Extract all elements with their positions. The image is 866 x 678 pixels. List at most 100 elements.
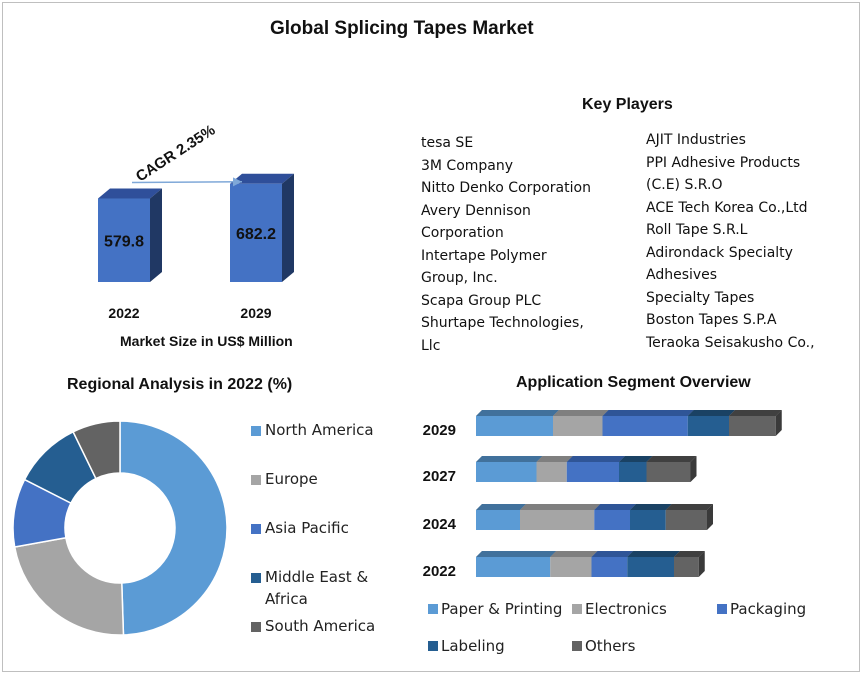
legend-swatch (428, 641, 438, 651)
key-players-title: Key Players (582, 96, 673, 113)
key-player-item: Llc (421, 337, 441, 354)
key-players-column-1: tesa SE 3M Company Nitto Denko Corporation… (421, 132, 591, 357)
key-player-item: Intertape Polymer (421, 247, 547, 264)
legend-swatch (251, 622, 261, 632)
segment-2024-1 (520, 510, 595, 530)
key-player-item: Shurtape Technologies, (421, 315, 584, 331)
segment-2022-0 (476, 557, 551, 577)
segment-top-2022 (674, 551, 705, 557)
segment-top-2024 (665, 504, 713, 510)
donut-slice-south-america (72, 420, 121, 480)
key-player-item: AJIT Industries (646, 132, 746, 148)
segment-top-2027 (619, 456, 653, 462)
bar-value-label-2029: 682.2 (236, 226, 276, 243)
segment-2027-2 (566, 462, 619, 482)
bar-top-2029 (230, 173, 294, 184)
legend-swatch (572, 604, 582, 614)
segment-2027-3 (619, 462, 647, 482)
bar-year-label-2022: 2022 (108, 305, 139, 321)
key-player-item: Specialty Tapes (646, 289, 755, 306)
key-player-item: Group, Inc. (421, 270, 498, 286)
segment-2024-2 (594, 510, 630, 530)
bar-year-label-2029: 2029 (240, 305, 271, 321)
bar-side-2022 (150, 188, 162, 282)
segment-2027-4 (646, 462, 691, 482)
legend-swatch (251, 524, 261, 534)
legend-swatch (251, 573, 261, 583)
key-players-column-2: AJIT Industries PPI Adhesive Products (C.E… (646, 129, 815, 354)
segment-top-2027 (566, 456, 625, 462)
segment-top-2024 (594, 504, 636, 510)
segment-top-2024 (520, 504, 601, 510)
legend-label: Labeling (441, 637, 505, 655)
key-player-item: PPI Adhesive Products (646, 154, 801, 171)
legend-label: Middle East & (265, 568, 369, 586)
category-label-2022: 2022 (423, 563, 456, 580)
segment-2022-4 (674, 557, 699, 577)
segment-2029-2 (602, 416, 688, 436)
bar-side-2027 (690, 456, 697, 482)
market-size-chart: 579.8 2022 682.2 2029 CAGR 2.35% (98, 122, 294, 321)
key-player-item: ACE Tech Korea Co.,Ltd (646, 199, 808, 216)
segment-top-2027 (476, 456, 543, 462)
legend-label: North America (265, 421, 374, 439)
key-player-item: Adirondack Specialty (646, 244, 793, 261)
regional-donut-chart (12, 420, 228, 636)
bar-side-2024 (707, 504, 713, 530)
segment-2024-3 (630, 510, 666, 530)
segment-top-2024 (630, 504, 672, 510)
legend-swatch (717, 604, 727, 614)
category-label-2024: 2024 (423, 516, 457, 533)
key-player-item: Avery Dennison (421, 202, 531, 219)
segment-2022-1 (550, 557, 592, 577)
cagr-label: CAGR 2.35% (133, 122, 218, 186)
bar-side-2029 (282, 173, 294, 282)
segment-top-2029 (729, 410, 782, 416)
key-player-item: Teraoka Seisakusho Co., (646, 334, 815, 351)
segment-top-2027 (646, 456, 697, 462)
segment-top-2029 (687, 410, 735, 416)
key-player-item: Boston Tapes S.P.A (646, 312, 777, 328)
donut-slice-north-america (119, 420, 228, 636)
page-title: Global Splicing Tapes Market (270, 18, 534, 39)
key-player-item: 3M Company (421, 157, 514, 174)
segment-2022-2 (591, 557, 628, 577)
bar-2022 (98, 198, 150, 282)
legend-label: Paper & Printing (441, 600, 563, 618)
category-label-2027: 2027 (423, 468, 456, 485)
segment-2029-0 (476, 416, 553, 436)
segment-top-2029 (602, 410, 694, 416)
bar-side-2029 (775, 410, 782, 436)
segment-top-2022 (476, 551, 557, 557)
legend-swatch (251, 475, 261, 485)
segment-top-2027 (536, 456, 573, 462)
legend-label: Africa (265, 590, 308, 608)
key-player-item: tesa SE (421, 135, 474, 151)
cagr-arrow (131, 177, 243, 187)
legend-label: South America (265, 617, 376, 635)
segment-2029-3 (687, 416, 729, 436)
segment-2024-0 (476, 510, 520, 530)
legend-label: Others (585, 637, 636, 655)
legend-swatch (251, 426, 261, 436)
infographic-frame (2, 2, 860, 672)
market-size-caption: Market Size in US$ Million (120, 333, 293, 349)
segment-2027-0 (476, 462, 537, 482)
bar-value-label-2022: 579.8 (104, 233, 144, 250)
bar-side-2022 (698, 551, 705, 577)
key-player-item: Corporation (421, 225, 504, 241)
bar-top-2022 (98, 188, 162, 199)
legend-label: Electronics (585, 600, 667, 618)
segment-2029-1 (553, 416, 603, 436)
donut-slice-europe (13, 536, 125, 636)
legend-label: Europe (265, 470, 318, 488)
segment-2022-3 (627, 557, 674, 577)
segment-top-2024 (476, 504, 526, 510)
segment-top-2022 (550, 551, 598, 557)
legend-swatch (572, 641, 582, 651)
segment-top-2029 (476, 410, 559, 416)
legend-label: Asia Pacific (265, 519, 349, 537)
key-player-item: Adhesives (646, 267, 718, 283)
segment-top-2022 (591, 551, 634, 557)
key-player-item: Scapa Group PLC (421, 292, 542, 309)
